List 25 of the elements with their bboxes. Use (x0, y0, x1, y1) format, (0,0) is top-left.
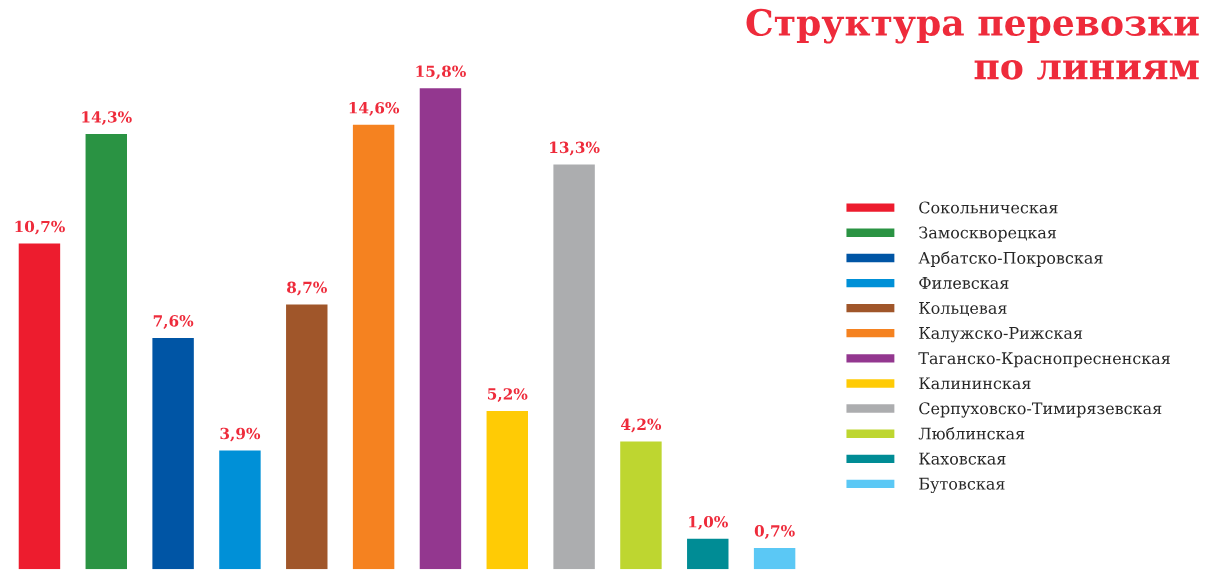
data-label: 3,9% (220, 427, 261, 442)
data-label: 15,8% (416, 65, 466, 80)
legend-label: Люблинская (918, 426, 1025, 440)
data-label: 8,7% (287, 281, 327, 296)
data-label: 5,2% (487, 388, 528, 402)
legend-label: Калужско-Рижская (919, 327, 1083, 343)
legend-label: Серпуховско-Тимирязевская (919, 402, 1162, 418)
legend-label: Каховская (919, 452, 1006, 465)
data-label: 14,6% (349, 102, 400, 116)
data-label: 7,6% (153, 315, 194, 329)
data-label: 13,3% (550, 141, 600, 156)
data-label: 4,2% (621, 418, 662, 433)
data-label: 10,7% (15, 220, 65, 235)
data-label: 0,7% (754, 525, 795, 539)
legend-label: Филевская (919, 277, 1009, 289)
legend-label: Арбатско-Покровская (918, 251, 1103, 267)
legend-label: Бутовская (919, 477, 1005, 493)
data-label: 14,3% (82, 111, 132, 126)
text: Структура перевозки по линиям (746, 8, 1199, 80)
legend-label: Кольцевая (919, 302, 1007, 316)
legend-label: Таганско-Краснопресненская (918, 352, 1170, 368)
data-label: 1,0% (689, 515, 728, 530)
legend-label: Замоскворецкая (919, 226, 1057, 242)
legend-label: Калининская (919, 377, 1031, 390)
legend-label: Сокольническая (919, 201, 1058, 214)
